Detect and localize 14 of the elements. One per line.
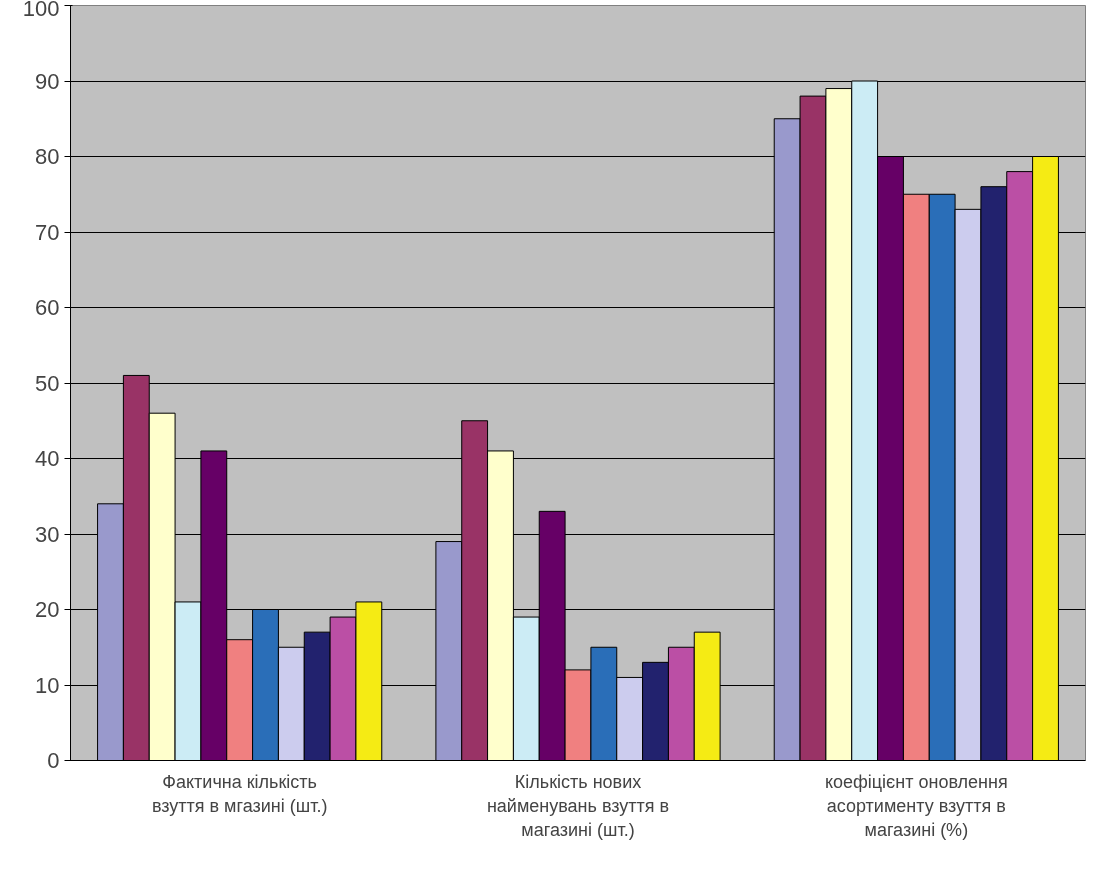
y-tick-label: 30 [35,521,60,547]
y-tick-label: 20 [35,597,60,622]
y-tick-label: 10 [35,672,60,698]
y-tick-label: 60 [35,295,60,320]
y-tick-label: 70 [35,219,60,245]
x-tick-label: Фактична кількість взуття в мгазині (шт.) [151,771,328,816]
x-tick-label: Кількість нових найменувань взуття в магазині (шт.) [486,771,670,840]
y-tick-label: 80 [35,144,60,169]
y-tick-label: 40 [35,446,60,471]
y-tick-label: 90 [35,68,60,94]
y-tick-label: 100 [22,0,60,21]
y-tick-label: 50 [35,370,60,396]
x-tick-label: коефіцієнт оновлення асортименту взуття в магазині (%) [824,771,1008,840]
y-tick-label: 0 [47,748,60,773]
